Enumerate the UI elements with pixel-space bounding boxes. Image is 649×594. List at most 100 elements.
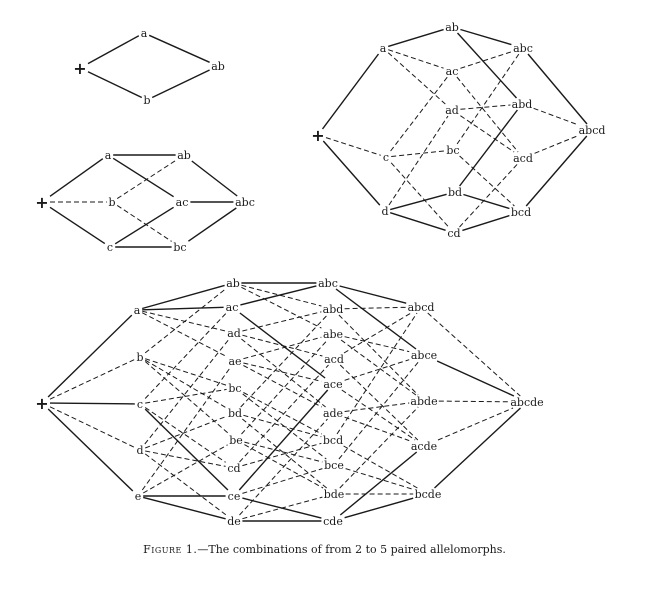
d2-node-origin: + [73,59,86,78]
d5-dashed-edge-c-ac [144,312,227,399]
d5-node-abde: abde [410,395,437,408]
d5-solid-edge-e-de [143,496,226,520]
d4-solid-edge-origin-d [322,140,381,206]
d5-node-d: d [136,444,143,457]
d5-node-bce: bce [324,459,344,472]
d5-node-bcde: bcde [415,488,442,501]
d4-dashed-edge-abd-abcd [533,107,578,125]
d4-dashed-edge-cd-acd [459,163,518,228]
d5-dashed-edge-bd-bde [241,418,328,489]
d4-node-a: a [380,42,387,55]
d5-node-ac: ac [226,301,239,314]
d5-solid-edge-bcde-abcde [434,407,521,489]
d4-dashed-edge-origin-c [325,137,381,156]
d4-node-origin: + [311,126,324,145]
d4-dashed-edge-acd-abcd [534,135,578,154]
d5-solid-edge-origin-c [49,402,135,405]
d5-dashed-edge-ab-abd [241,284,322,307]
d4-node-acd: acd [513,152,533,165]
d5-dashed-edge-cd-bcd [242,442,322,467]
d5-dashed-edge-ad-abd [242,311,322,332]
d3-node-a: a [105,149,112,162]
d5-dashed-edge-acd-abcd [343,312,412,354]
d5-dashed-edge-ce-bce [242,468,323,494]
d5-dashed-edge-ab-abe [241,286,322,329]
d5-solid-edge-abc-abce [335,288,417,350]
d3-solid-edge-a-ac [112,157,174,198]
d2-node-b: b [143,94,150,107]
d5-dashed-edge-ae-ade [243,365,322,408]
d3-node-bc: bc [173,241,186,254]
d5-dashed-edge-ace-acde [341,389,416,441]
d4-dashed-edge-bc-bcd [459,155,515,207]
d3-node-abc: abc [235,196,255,209]
d4-dashed-edge-c-bc [391,150,445,157]
d5-solid-edge-origin-a [47,314,133,398]
d5-dashed-edge-bcd-bcde [343,445,418,489]
d3-solid-edge-ab-abc [191,160,238,197]
d5-dashed-edge-e-ae [141,366,232,491]
d3-solid-edge-bc-abc [188,207,237,242]
d5-dashed-edge-bcd-abcd [336,312,418,435]
d5-dashed-edge-abcd-abcde [427,312,521,397]
d4-node-d: d [381,205,388,218]
d5-node-acde: acde [411,440,437,453]
d2-node-ab: ab [211,60,225,73]
d5-dashed-edge-b-be [144,361,230,435]
d5-dashed-edge-bc-bcd [243,392,322,435]
d4-solid-edge-ab-abd [456,32,518,99]
d2-solid-edge-b-ab [151,69,210,99]
d4-solid-edge-d-cd [389,212,446,231]
d4-dashed-edge-d-ad [388,115,449,206]
d5-solid-edge-ce-ace [238,389,329,491]
d5-dashed-edge-bd-abd [240,314,328,408]
d4-dashed-edge-ad-acd [460,115,515,153]
labels-layer: +abab+abcabacbcabc+acdabacadbcbdcdabcabd… [35,21,605,528]
d5-dashed-edge-a-ad [142,310,226,332]
d5-node-b: b [136,351,143,364]
d4-solid-edge-bd-abd [459,109,518,187]
d4-dashed-edge-ad-abd [460,104,511,110]
edges-layer [47,28,588,522]
d5-dashed-edge-b-bc [145,358,227,386]
d4-solid-edge-cd-bcd [462,214,510,232]
d4-solid-edge-d-bd [390,193,447,211]
d5-solid-edge-abc-abcd [339,285,407,304]
d5-dashed-edge-abd-abde [338,314,419,396]
d5-dashed-edge-ade-acde [344,416,410,442]
d5-node-be: be [229,434,243,447]
d5-solid-edge-origin-e [47,408,134,492]
d4-node-bcd: bcd [511,206,531,219]
d4-dashed-edge-a-ac [388,49,444,69]
d2-solid-edge-origin-b [87,71,143,99]
d5-node-abce: abce [411,349,437,362]
d5-node-bcd: bcd [323,434,343,447]
d5-dashed-edge-abd-abcd [344,306,407,310]
d4-solid-edge-bd-bcd [463,193,510,210]
d4-node-ab: ab [445,21,459,34]
caption-label: Figure 1. [143,543,198,556]
d5-solid-edge-cde-acde [339,451,418,516]
d5-node-ab: ab [226,277,240,290]
d5-node-e: e [135,490,142,503]
d4-node-abcd: abcd [579,124,606,137]
d4-solid-edge-origin-a [321,53,380,130]
d5-node-bc: bc [228,382,241,395]
d3-node-ac: ac [176,196,189,209]
d5-node-abc: abc [318,277,338,290]
d5-node-ade: ade [323,407,343,420]
d5-node-ae: ae [228,355,241,368]
figure-caption: Figure 1.—The combinations of from 2 to … [0,543,649,556]
d5-dashed-edge-d-de [144,453,227,516]
d4-node-ad: ad [445,104,459,117]
d5-node-ce: ce [228,490,241,503]
d4-dashed-edge-bc-abc [456,53,520,145]
d4-solid-edge-bcd-abcd [525,135,588,207]
d5-node-cd: cd [227,462,240,475]
d5-node-ace: ace [323,378,342,391]
d5-node-de: de [227,515,241,528]
d3-dashed-edge-b-bc [116,204,172,242]
d4-dashed-edge-ac-abc [460,51,512,69]
d4-node-ac: ac [446,65,459,78]
